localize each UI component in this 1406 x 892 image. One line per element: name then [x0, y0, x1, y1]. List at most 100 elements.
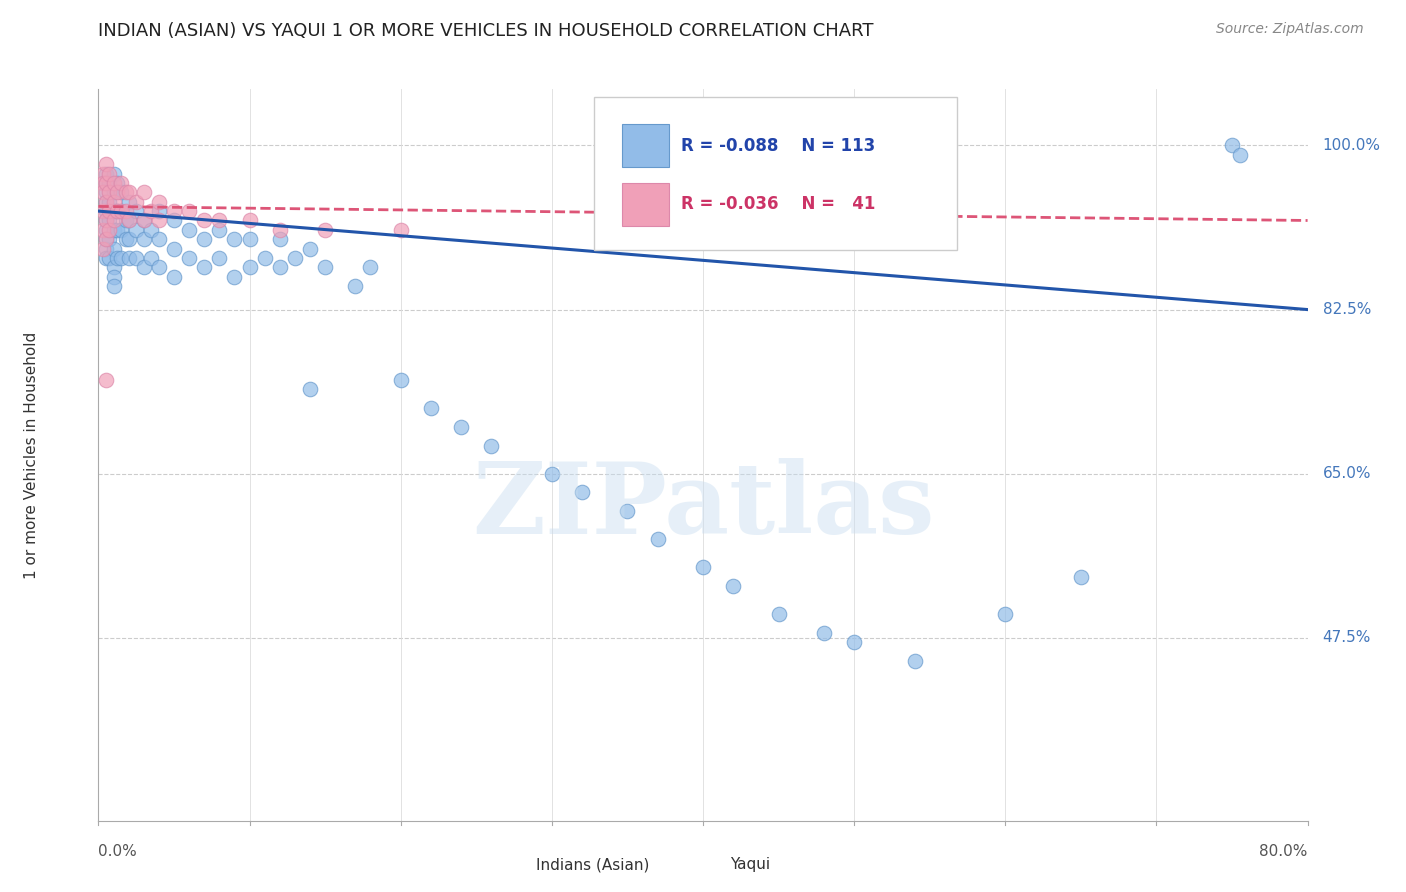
- Point: [344, 279, 367, 293]
- Point: [110, 223, 132, 237]
- Point: [110, 176, 132, 190]
- Point: [571, 485, 593, 500]
- Point: [269, 223, 291, 237]
- Text: 65.0%: 65.0%: [1323, 467, 1371, 481]
- Point: [141, 223, 163, 237]
- Point: [844, 635, 866, 649]
- Point: [94, 167, 117, 181]
- Point: [103, 204, 125, 219]
- Text: 82.5%: 82.5%: [1323, 302, 1371, 317]
- Point: [91, 186, 114, 200]
- Point: [269, 260, 291, 275]
- Point: [91, 242, 114, 256]
- Point: [105, 204, 128, 219]
- Point: [91, 223, 114, 237]
- Point: [284, 251, 307, 265]
- Point: [105, 251, 128, 265]
- Point: [132, 213, 155, 227]
- Point: [450, 419, 472, 434]
- Point: [118, 232, 141, 246]
- Point: [110, 186, 132, 200]
- Point: [299, 382, 322, 396]
- Point: [118, 213, 141, 227]
- Point: [94, 157, 117, 171]
- Point: [208, 223, 231, 237]
- Point: [94, 213, 117, 227]
- Point: [163, 213, 186, 227]
- Point: [177, 251, 201, 265]
- Point: [94, 194, 117, 209]
- Text: Yaqui: Yaqui: [730, 857, 769, 872]
- Point: [94, 186, 117, 200]
- Point: [105, 176, 128, 190]
- Point: [91, 204, 114, 219]
- Point: [208, 251, 231, 265]
- Point: [103, 213, 125, 227]
- Point: [314, 223, 336, 237]
- Point: [118, 213, 141, 227]
- Point: [141, 251, 163, 265]
- Point: [148, 194, 170, 209]
- Point: [103, 260, 125, 275]
- Point: [103, 269, 125, 284]
- Point: [148, 232, 170, 246]
- Point: [103, 176, 125, 190]
- Point: [239, 232, 262, 246]
- Point: [389, 223, 412, 237]
- Point: [540, 467, 562, 481]
- Point: [125, 204, 148, 219]
- Point: [299, 242, 322, 256]
- Text: 0.0%: 0.0%: [98, 844, 138, 859]
- Point: [163, 269, 186, 284]
- Point: [114, 213, 136, 227]
- Text: 80.0%: 80.0%: [1260, 844, 1308, 859]
- Point: [103, 223, 125, 237]
- Point: [110, 204, 132, 219]
- Point: [132, 213, 155, 227]
- Point: [105, 204, 128, 219]
- FancyBboxPatch shape: [621, 124, 669, 168]
- Point: [98, 186, 121, 200]
- Point: [360, 260, 382, 275]
- Point: [94, 213, 117, 227]
- Point: [163, 242, 186, 256]
- Text: ZIPatlas: ZIPatlas: [472, 458, 934, 555]
- Point: [125, 223, 148, 237]
- FancyBboxPatch shape: [495, 852, 530, 877]
- Point: [721, 579, 744, 593]
- Point: [114, 232, 136, 246]
- Point: [253, 251, 276, 265]
- Point: [91, 167, 114, 181]
- Point: [91, 176, 114, 190]
- Point: [98, 213, 121, 227]
- Point: [94, 176, 117, 190]
- Point: [132, 232, 155, 246]
- Point: [813, 626, 835, 640]
- Point: [94, 251, 117, 265]
- Point: [224, 269, 246, 284]
- Point: [105, 223, 128, 237]
- Point: [98, 223, 121, 237]
- Point: [239, 213, 262, 227]
- Text: R = -0.088    N = 113: R = -0.088 N = 113: [682, 136, 876, 154]
- Point: [647, 533, 669, 547]
- Text: INDIAN (ASIAN) VS YAQUI 1 OR MORE VEHICLES IN HOUSEHOLD CORRELATION CHART: INDIAN (ASIAN) VS YAQUI 1 OR MORE VEHICL…: [98, 22, 875, 40]
- Point: [141, 204, 163, 219]
- FancyBboxPatch shape: [689, 852, 724, 877]
- Text: Indians (Asian): Indians (Asian): [536, 857, 650, 872]
- Point: [103, 194, 125, 209]
- Point: [148, 260, 170, 275]
- Point: [193, 213, 215, 227]
- Point: [94, 223, 117, 237]
- Text: R = -0.036    N =   41: R = -0.036 N = 41: [682, 195, 876, 213]
- Point: [94, 194, 117, 209]
- Point: [94, 232, 117, 246]
- Point: [103, 242, 125, 256]
- Point: [103, 279, 125, 293]
- Point: [118, 186, 141, 200]
- Point: [148, 204, 170, 219]
- Point: [94, 242, 117, 256]
- FancyBboxPatch shape: [595, 96, 957, 250]
- Point: [163, 204, 186, 219]
- Point: [389, 373, 412, 387]
